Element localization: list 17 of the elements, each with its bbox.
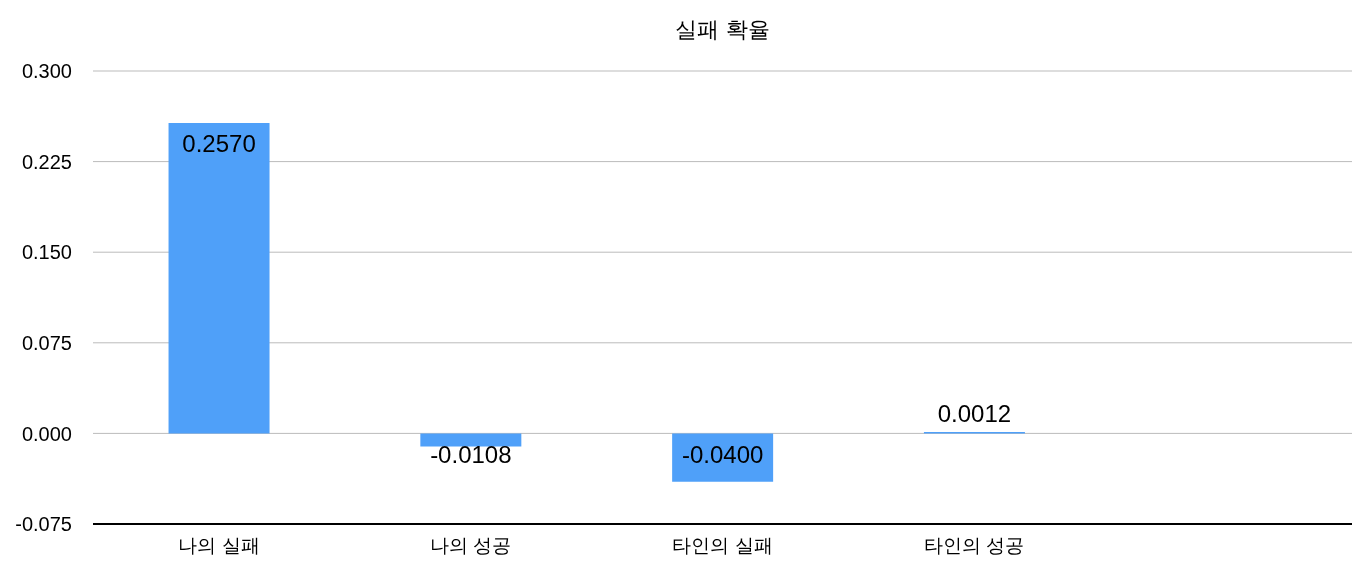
data-label: 0.2570 (182, 130, 256, 158)
x-tick-label: 타인의 실패 (672, 535, 773, 557)
y-tick-label: -0.075 (15, 513, 72, 536)
bar (168, 122, 270, 434)
data-label: 0.0012 (937, 400, 1012, 428)
bar (420, 433, 522, 447)
chart-title: 실패 확율 (674, 16, 771, 44)
y-tick-label: 0.075 (21, 331, 72, 354)
y-tick-label: 0.225 (21, 150, 72, 173)
y-tick-label: 0.300 (21, 60, 72, 83)
y-tick-label: 0.000 (21, 422, 72, 445)
x-tick-label: 나의 실패 (178, 535, 260, 557)
x-tick-label: 타인의 성공 (924, 535, 1025, 557)
data-label: -0.0108 (430, 440, 512, 468)
y-tick-label: 0.150 (21, 241, 72, 264)
x-tick-label: 나의 성공 (430, 535, 512, 557)
data-label: -0.0400 (681, 440, 764, 468)
